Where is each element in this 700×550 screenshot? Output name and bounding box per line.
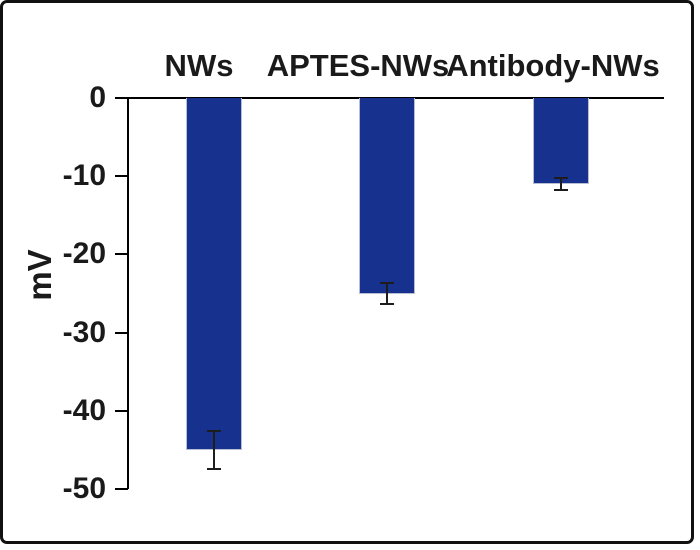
error-bar-cap bbox=[207, 430, 221, 433]
error-bar-cap bbox=[380, 281, 394, 284]
y-tick-mark bbox=[115, 175, 128, 178]
plot-area: mV 0 -10 -20 -30 -40 -50 NWs APTES-NWs Antibody… bbox=[3, 3, 691, 541]
y-tick-label: -10 bbox=[62, 159, 106, 193]
y-tick-mark bbox=[115, 409, 128, 412]
y-tick-mark bbox=[115, 253, 128, 256]
error-bar-cap bbox=[554, 189, 568, 192]
error-bar-stem bbox=[213, 431, 215, 469]
y-tick-label: -40 bbox=[62, 393, 106, 427]
error-bar-stem bbox=[386, 282, 388, 305]
bar-APTES-NWs bbox=[359, 98, 415, 294]
y-tick-label: 0 bbox=[89, 81, 106, 114]
error-bar-cap bbox=[207, 467, 221, 470]
y-tick-mark bbox=[115, 331, 128, 334]
category-label-Antibody-NWs: Antibody-NWs bbox=[446, 48, 660, 83]
error-bar-cap bbox=[554, 176, 568, 179]
y-tick-label: -30 bbox=[62, 315, 106, 349]
y-tick-label: -20 bbox=[62, 237, 106, 271]
error-bar-stem bbox=[560, 177, 562, 191]
error-bar-cap bbox=[380, 303, 394, 306]
bar-NWs bbox=[186, 98, 242, 450]
category-label-APTES-NWs: APTES-NWs bbox=[266, 48, 450, 83]
y-axis-line bbox=[127, 98, 129, 489]
bar-Antibody-NWs bbox=[533, 98, 589, 185]
y-tick-label: -50 bbox=[62, 472, 106, 505]
y-tick-mark bbox=[115, 97, 128, 99]
category-label-NWs: NWs bbox=[164, 48, 234, 83]
y-tick-mark bbox=[115, 488, 128, 490]
